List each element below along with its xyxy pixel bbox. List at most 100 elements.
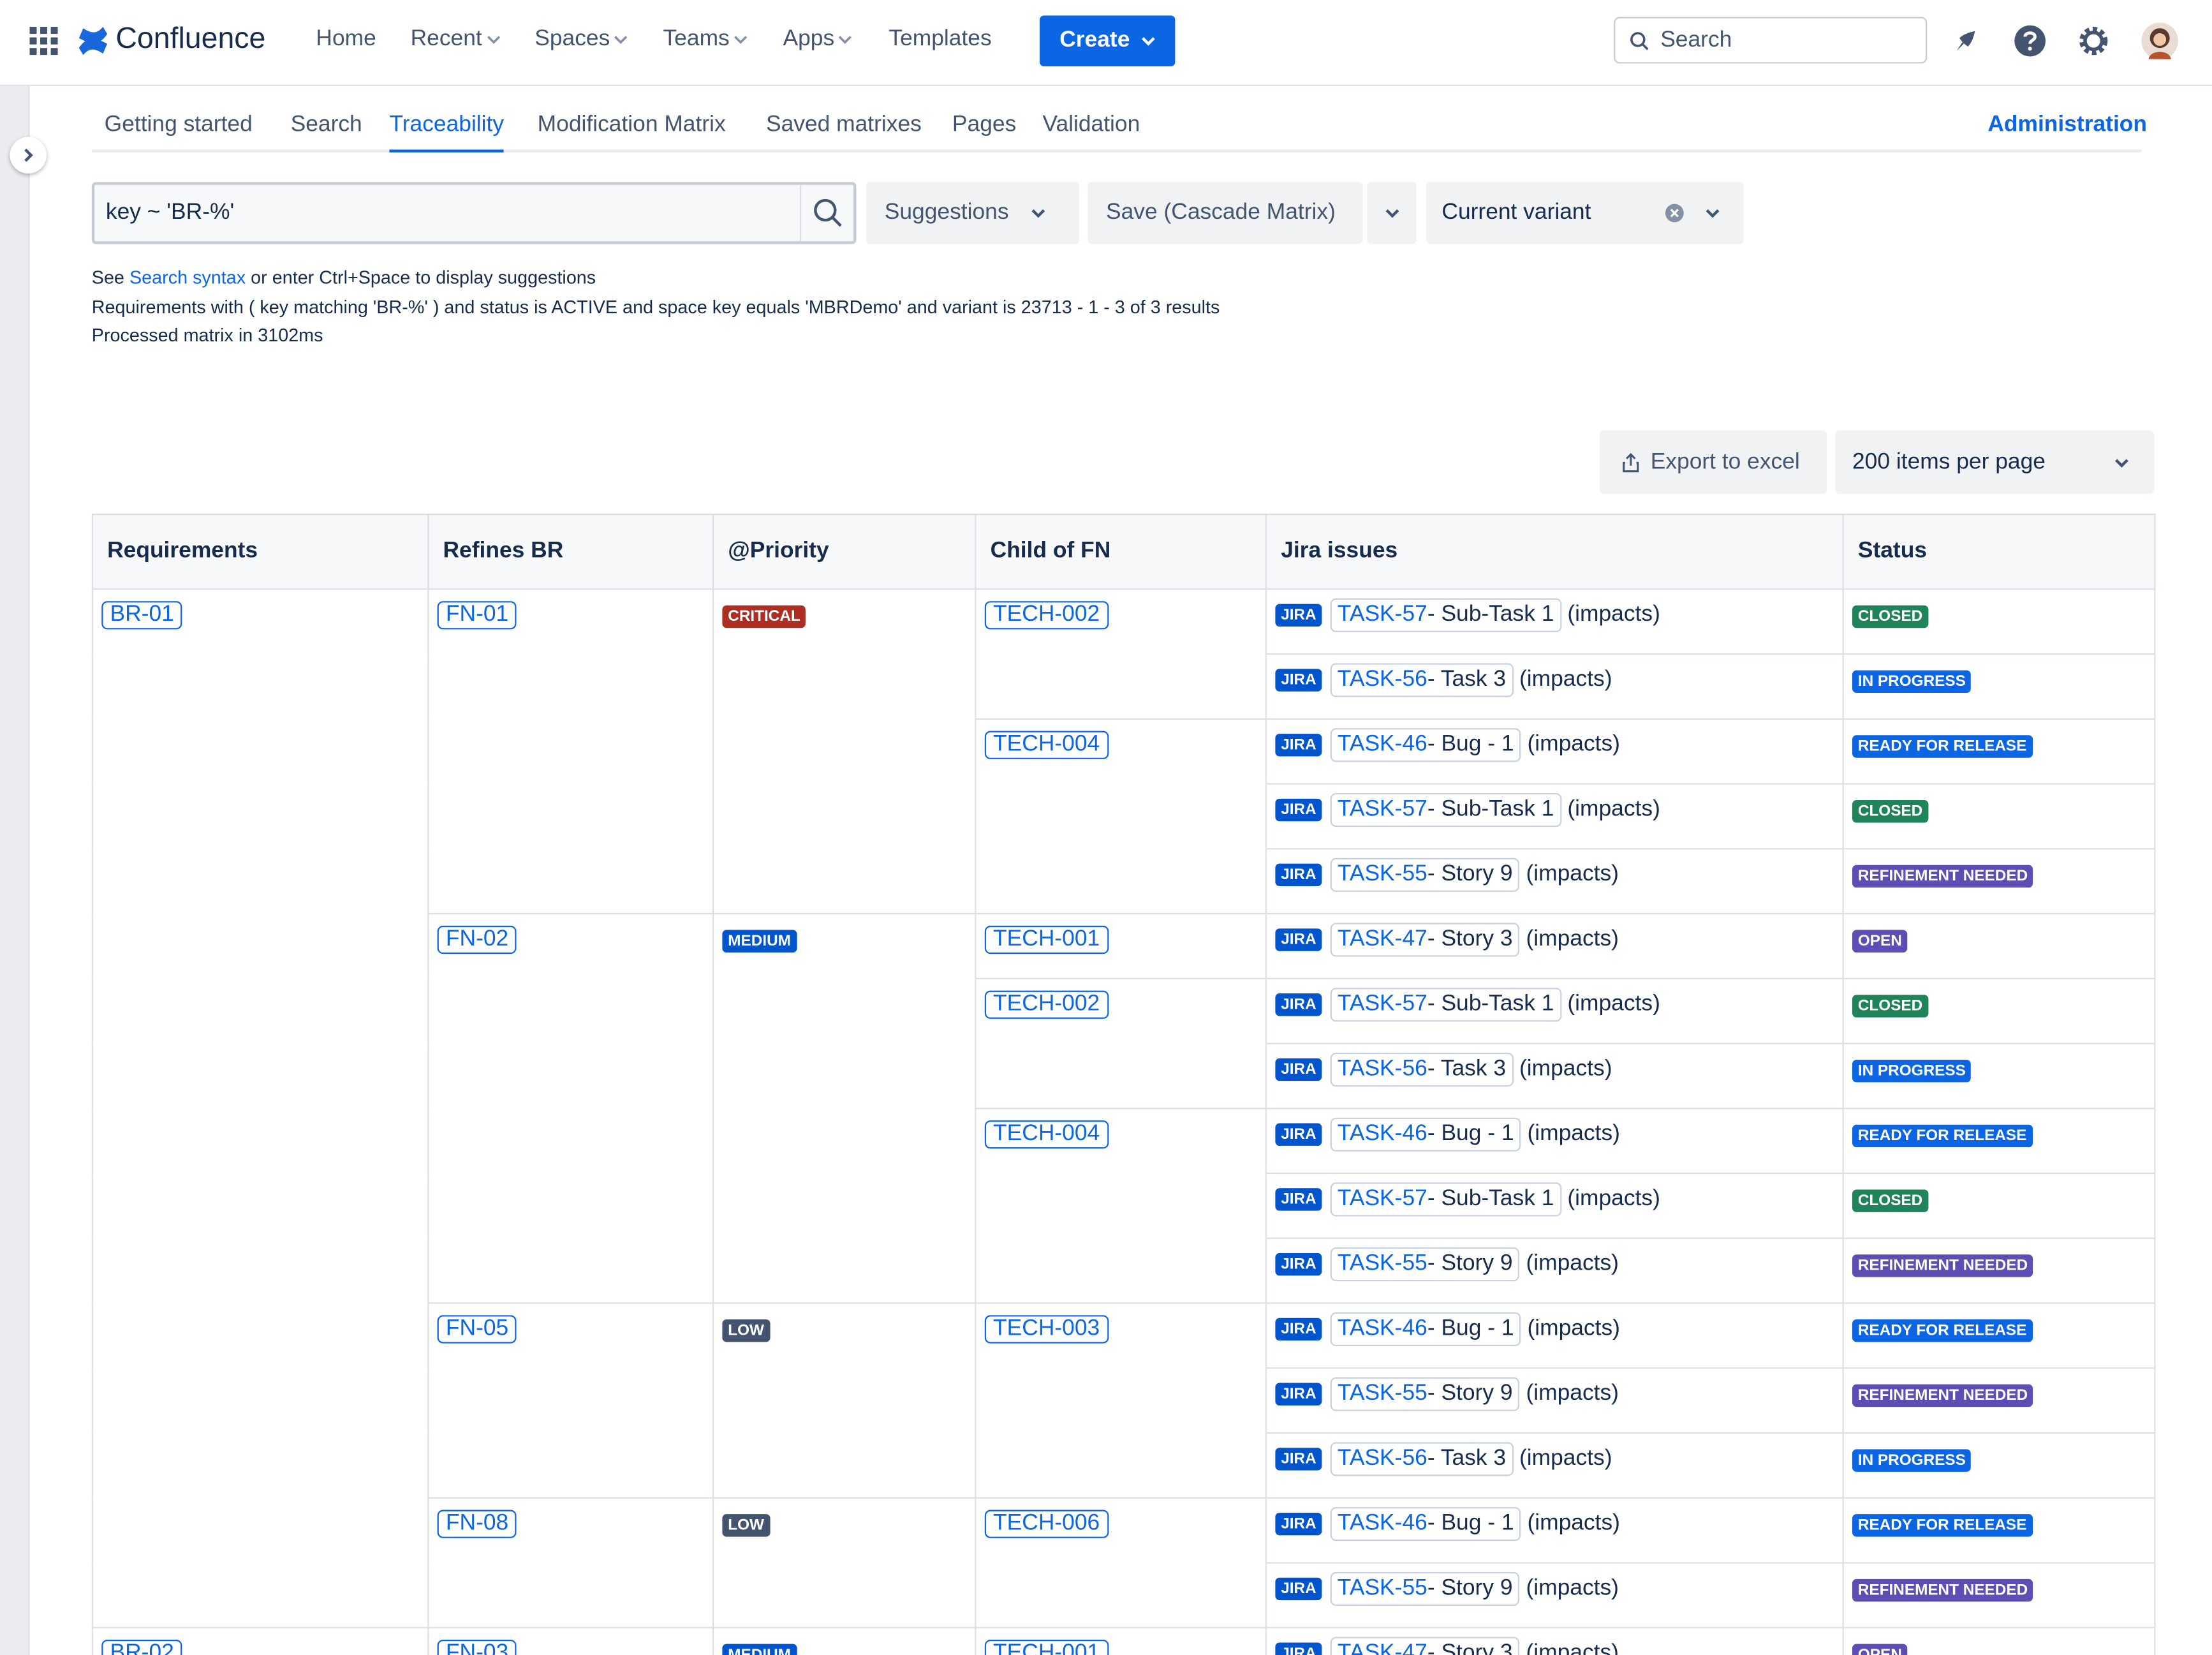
page-size-label: 200 items per page (1852, 449, 2046, 475)
jira-cell: JIRATASK-55- Story 9 (impacts) (1266, 1562, 1843, 1628)
nav-item[interactable]: Teams (663, 27, 748, 52)
page-size-select[interactable]: 200 items per page (1835, 431, 2154, 494)
status-lozenge: OPEN (1852, 1644, 1908, 1655)
status-cell: READY FOR RELEASE (1843, 1108, 2155, 1173)
tech-link[interactable]: TECH-001 (985, 926, 1109, 954)
issue-link[interactable]: TASK-56- Task 3 (1331, 664, 1513, 697)
syntax-link[interactable]: Search syntax (129, 267, 246, 288)
fn-link[interactable]: FN-05 (438, 1315, 517, 1343)
variant-select[interactable]: Current variant (1426, 182, 1744, 244)
jira-cell: JIRATASK-46- Bug - 1 (impacts) (1266, 719, 1843, 784)
fn-link[interactable]: FN-02 (438, 926, 517, 954)
jira-badge: JIRA (1275, 863, 1322, 886)
tab[interactable]: Search (291, 113, 362, 150)
tech-link[interactable]: TECH-004 (985, 731, 1109, 759)
issue-title: - Bug - 1 (1427, 1122, 1514, 1146)
fn-cell: FN-03 (428, 1628, 713, 1655)
admin-link[interactable]: Administration (1987, 113, 2147, 138)
issue-link[interactable]: TASK-55- Story 9 (1331, 1247, 1520, 1281)
issue-relation: (impacts) (1526, 1381, 1618, 1406)
save-button[interactable]: Save (Cascade Matrix) (1088, 182, 1362, 244)
issue-title: - Story 9 (1427, 1577, 1513, 1601)
nav-item[interactable]: Spaces (535, 27, 628, 52)
query-search-button[interactable] (800, 185, 855, 241)
nav-label: Home (316, 27, 376, 52)
column-header: Jira issues (1266, 514, 1843, 589)
tab[interactable]: Getting started (105, 113, 253, 150)
issue-title: - Sub-Task 1 (1427, 1187, 1554, 1211)
requirement-link[interactable]: BR-02 (101, 1640, 182, 1655)
issue-link[interactable]: TASK-55- Story 9 (1331, 1572, 1520, 1606)
issue-link[interactable]: TASK-56- Task 3 (1331, 1442, 1513, 1476)
nav-item[interactable]: Templates (888, 27, 991, 52)
suggestions-button[interactable]: Suggestions (866, 182, 1079, 244)
tech-link[interactable]: TECH-002 (985, 991, 1109, 1019)
status-cell: IN PROGRESS (1843, 1433, 2155, 1498)
status-lozenge: REFINEMENT NEEDED (1852, 1579, 2033, 1601)
issue-key: TASK-47 (1338, 1641, 1427, 1655)
issue-link[interactable]: TASK-55- Story 9 (1331, 858, 1520, 892)
jira-badge: JIRA (1275, 1577, 1322, 1599)
issue-link[interactable]: TASK-57- Sub-Task 1 (1331, 793, 1561, 827)
issue-relation: (impacts) (1527, 1317, 1619, 1341)
nav-item[interactable]: Recent (411, 27, 501, 52)
nav-label: Teams (663, 27, 730, 52)
notifications[interactable] (1951, 26, 1982, 57)
column-header: @Priority (713, 514, 975, 589)
issue-relation: (impacts) (1519, 1446, 1612, 1471)
issue-link[interactable]: TASK-46- Bug - 1 (1331, 1118, 1521, 1152)
jira-badge: JIRA (1275, 1512, 1322, 1534)
avatar[interactable] (2141, 22, 2178, 59)
tech-link[interactable]: TECH-002 (985, 601, 1109, 629)
tech-link[interactable]: TECH-006 (985, 1510, 1109, 1538)
settings[interactable] (2077, 24, 2111, 58)
search-box[interactable]: Search (1614, 17, 1927, 64)
tech-link[interactable]: TECH-001 (985, 1640, 1109, 1655)
tab[interactable]: Traceability (389, 113, 504, 152)
nav-item[interactable]: Apps (783, 27, 853, 52)
chevron (1706, 207, 1720, 219)
nav-item[interactable]: Home (316, 27, 376, 52)
tab[interactable]: Modification Matrix (538, 113, 726, 150)
issue-link[interactable]: TASK-47- Story 3 (1331, 923, 1520, 956)
issue-link[interactable]: TASK-57- Sub-Task 1 (1331, 598, 1561, 632)
expand-sidebar[interactable] (10, 137, 47, 174)
clear-icon[interactable] (1665, 203, 1685, 223)
tab[interactable]: Pages (952, 113, 1016, 150)
issue-link[interactable]: TASK-57- Sub-Task 1 (1331, 1182, 1561, 1216)
fn-link[interactable]: FN-01 (438, 601, 517, 629)
product-name[interactable]: Confluence (115, 22, 265, 56)
issue-key: TASK-57 (1338, 992, 1427, 1016)
tab[interactable]: Validation (1042, 113, 1140, 150)
export-button[interactable]: Export to excel (1600, 431, 1827, 494)
issue-link[interactable]: TASK-47- Story 3 (1331, 1637, 1520, 1655)
issue-link[interactable]: TASK-55- Story 9 (1331, 1377, 1520, 1411)
issue-relation: (impacts) (1526, 1641, 1618, 1655)
requirement-link[interactable]: BR-01 (101, 601, 182, 629)
fn-link[interactable]: FN-03 (438, 1640, 517, 1655)
issue-link[interactable]: TASK-46- Bug - 1 (1331, 1507, 1521, 1541)
hint-prefix: See (92, 267, 124, 288)
issue-link[interactable]: TASK-46- Bug - 1 (1331, 1312, 1521, 1346)
jira-badge: JIRA (1275, 1642, 1322, 1655)
issue-relation: (impacts) (1567, 798, 1660, 822)
issue-link[interactable]: TASK-57- Sub-Task 1 (1331, 988, 1561, 1021)
create-button[interactable]: Create (1040, 15, 1175, 66)
tab[interactable]: Saved matrixes (766, 113, 922, 150)
issue-link[interactable]: TASK-46- Bug - 1 (1331, 728, 1521, 762)
save-menu[interactable] (1367, 182, 1416, 244)
status-lozenge: IN PROGRESS (1852, 671, 1972, 693)
fn-link[interactable]: FN-08 (438, 1510, 517, 1538)
query-input[interactable]: key ~ 'BR-%' (92, 182, 857, 244)
app-switcher[interactable] (29, 27, 57, 55)
tech-link[interactable]: TECH-004 (985, 1120, 1109, 1148)
status-lozenge: CLOSED (1852, 1189, 1928, 1212)
jira-cell: JIRATASK-55- Story 9 (impacts) (1266, 1368, 1843, 1433)
status-lozenge: CLOSED (1852, 605, 1928, 628)
status-cell: READY FOR RELEASE (1843, 1498, 2155, 1563)
help[interactable] (2013, 24, 2047, 58)
tech-link[interactable]: TECH-003 (985, 1315, 1109, 1343)
issue-key: TASK-46 (1338, 1317, 1427, 1341)
issue-link[interactable]: TASK-56- Task 3 (1331, 1053, 1513, 1087)
